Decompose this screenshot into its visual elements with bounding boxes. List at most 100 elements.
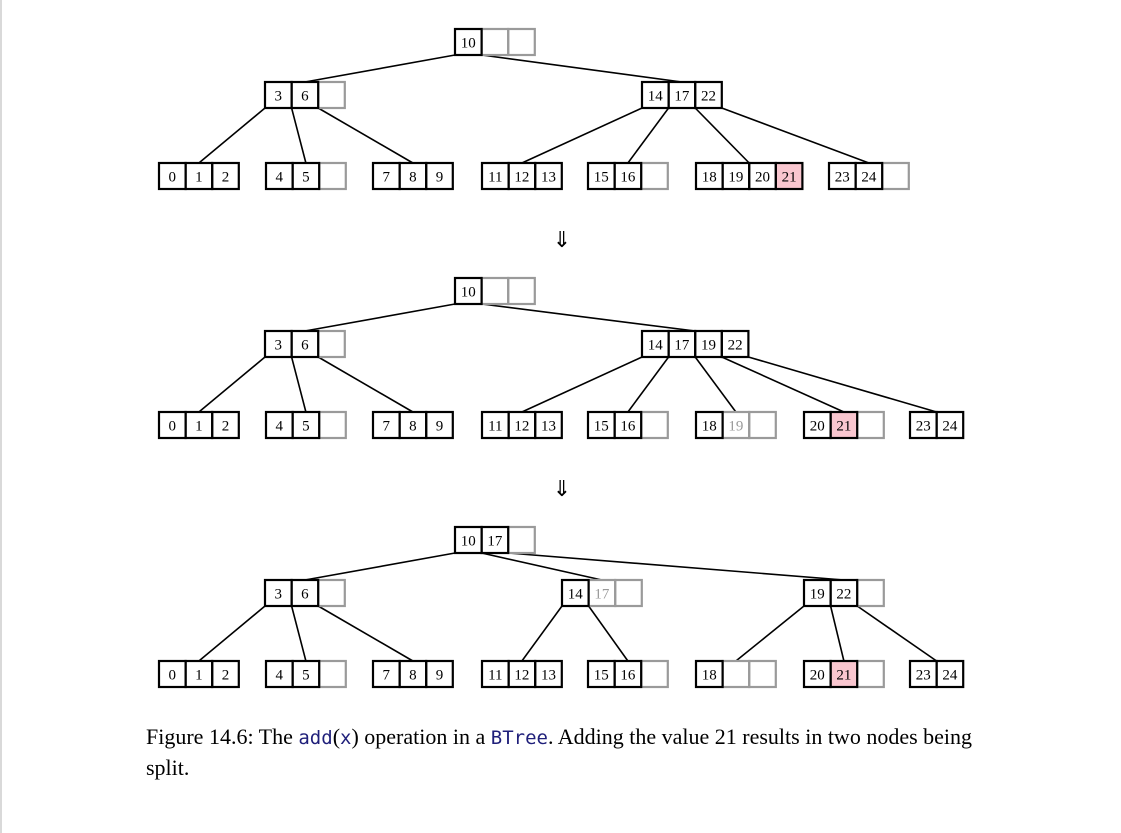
key-label: 22 [728,338,743,354]
empty-cell [317,578,346,608]
key-label: 22 [701,89,716,105]
empty-cell [318,161,347,191]
key-cell [211,161,240,191]
tree-edge [198,107,266,164]
caption-class-name: BTree [490,727,548,749]
key-cell [694,80,723,110]
key-label: 13 [541,170,556,186]
empty-cell [614,578,643,608]
key-label: 24 [942,419,958,435]
key-label: 8 [409,668,417,684]
empty-cell [748,410,777,440]
key-label: 6 [301,89,309,105]
caption-suffix: . Adding the value 21 results in two nod… [146,724,973,780]
empty-cell [317,80,346,110]
key-label: 11 [488,419,502,435]
key-label: 9 [436,419,444,435]
key-label: 12 [514,419,529,435]
key-label: 4 [276,419,284,435]
tree-edge [829,605,845,662]
key-label: 12 [514,170,529,186]
empty-cell [480,276,510,306]
key-cell [560,578,590,608]
tree-edge [735,605,805,662]
empty-cell [640,410,669,440]
key-label: 19 [810,587,825,603]
key-label: 7 [383,170,391,186]
empty-cell [856,410,885,440]
empty-cell [507,27,536,57]
tree-edges [198,54,938,662]
caption-prefix: Figure 14.6: The [146,724,299,749]
leaf-node: 20 21 [802,410,885,440]
tree-edge [856,605,938,662]
tree-panel-2: 103 6 14 17 19 220 1 2 4 5 7 8 9 11 12 13 15 16 18 19 20 21 23… [157,276,965,440]
empty-cell [640,659,669,689]
key-cell [534,410,563,440]
leaf-node: 15 16 [586,161,669,191]
key-label: 17 [674,338,690,354]
key-label: 14 [648,338,664,354]
empty-cell [881,161,910,191]
leaf-node: 0 1 2 [157,161,240,191]
key-label: 0 [169,668,177,684]
leaf-node: 23 24 [827,161,910,191]
tree-edge [481,303,696,332]
tree-edge [481,54,683,83]
step-arrow: ⇓ [553,228,571,253]
key-cell [829,410,859,440]
leaf-node: 23 24 [908,410,965,440]
root-node: 10 17 [453,525,536,555]
key-label: 15 [594,419,609,435]
key-label: 15 [594,668,609,684]
leaf-node: 11 12 13 [480,410,563,440]
key-cell [290,578,320,608]
key-cell [290,80,320,110]
tree-edge [627,356,670,413]
empty-cell [721,659,751,689]
tree-edge [317,356,414,413]
key-label: 24 [861,170,877,186]
key-label: 14 [568,587,584,603]
key-cell [211,659,240,689]
key-label: 10 [461,36,476,52]
key-label: 0 [169,419,177,435]
internal-node: 14 17 [560,578,643,608]
leaf-node: 7 8 9 [371,659,454,689]
tree-edge [198,605,266,662]
tree-panel-3: 10 173 6 14 17 19 220 1 2 4 5 7 8 9 11 12 13 15 16 18 20 21 23… [157,525,965,689]
leaf-node: 18 19 20 21 [694,161,804,191]
key-label: 19 [728,419,743,435]
key-label: 3 [275,587,283,603]
btree-diagram: 103 6 14 17 220 1 2 4 5 7 8 9 11 12 13 15 16 18 19 20 21 23 24… [157,27,965,689]
empty-cell [748,659,777,689]
caption-open-paren: ( [332,724,341,749]
key-cell [453,276,483,306]
key-cell [720,329,750,359]
key-label: 2 [222,170,230,186]
tree-edge [198,356,266,413]
key-cell [425,659,454,689]
key-label: 15 [594,170,609,186]
key-label: 12 [514,668,529,684]
key-cell [425,161,454,191]
tree-edge [290,356,307,413]
key-label: 3 [275,338,283,354]
key-cell [534,659,563,689]
tree-edge [521,107,643,164]
highlight-cell [830,661,858,687]
key-label: 23 [916,419,931,435]
key-label: 6 [301,338,309,354]
key-label: 16 [620,419,636,435]
key-label: 19 [701,338,716,354]
key-cell [425,410,454,440]
step-arrow: ⇓ [553,477,571,502]
key-cell [291,410,321,440]
tree-nodes: 103 6 14 17 220 1 2 4 5 7 8 9 11 12 13 15 16 18 19 20 21 23 24… [157,27,965,689]
highlight-cell [830,412,858,438]
empty-cell [640,161,669,191]
tree-edge [748,356,937,413]
